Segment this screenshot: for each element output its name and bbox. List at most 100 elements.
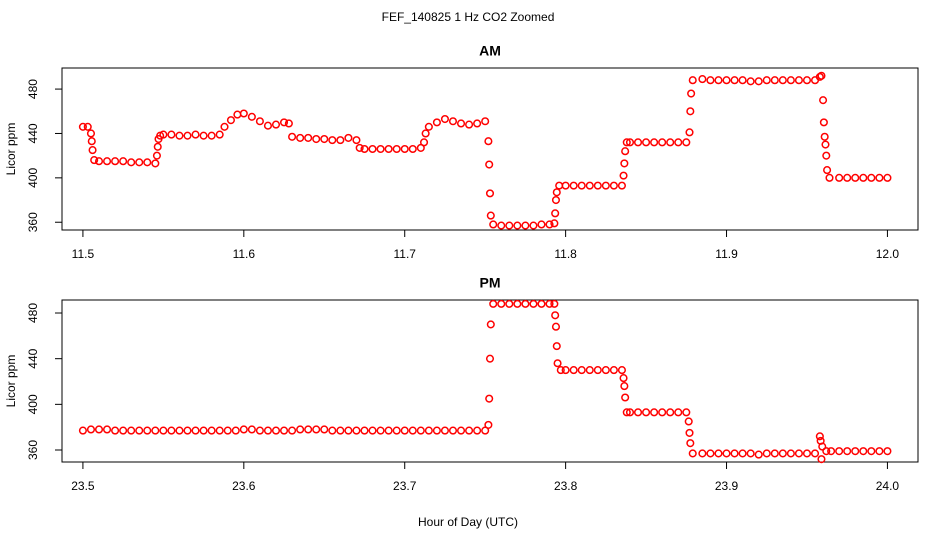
data-point bbox=[621, 393, 630, 402]
y-tick-label: 480 bbox=[26, 79, 40, 99]
data-point bbox=[191, 426, 200, 435]
data-point bbox=[336, 426, 345, 435]
data-point bbox=[822, 151, 831, 160]
data-point bbox=[239, 425, 248, 434]
data-point bbox=[577, 366, 586, 375]
data-point bbox=[376, 144, 385, 154]
data-point bbox=[778, 76, 787, 85]
data-point bbox=[465, 120, 474, 129]
x-tick-label: 11.5 bbox=[72, 247, 95, 261]
data-point bbox=[835, 447, 844, 456]
data-point bbox=[550, 299, 559, 308]
data-point bbox=[505, 299, 514, 308]
data-point bbox=[706, 76, 715, 85]
data-point bbox=[682, 408, 691, 417]
data-point bbox=[551, 311, 560, 320]
data-point bbox=[473, 119, 482, 128]
data-point bbox=[304, 133, 313, 142]
data-point bbox=[778, 449, 787, 458]
data-point bbox=[642, 138, 651, 147]
data-point bbox=[674, 138, 683, 147]
data-point bbox=[352, 136, 361, 145]
y-tick-label: 480 bbox=[26, 303, 40, 323]
data-point bbox=[622, 408, 631, 417]
data-point bbox=[561, 181, 570, 190]
y-tick-label: 440 bbox=[26, 348, 40, 368]
data-point bbox=[352, 426, 361, 435]
data-point bbox=[621, 147, 630, 156]
data-point bbox=[738, 449, 747, 458]
data-point bbox=[485, 160, 494, 169]
data-point bbox=[770, 76, 779, 85]
data-point bbox=[770, 449, 779, 458]
data-point bbox=[448, 426, 458, 435]
data-point bbox=[153, 142, 162, 151]
data-point bbox=[556, 366, 565, 375]
x-tick-label: 11.8 bbox=[554, 247, 577, 261]
data-point bbox=[151, 159, 160, 168]
data-point bbox=[815, 432, 824, 441]
data-point bbox=[486, 211, 495, 220]
data-point bbox=[312, 425, 321, 434]
data-point bbox=[135, 426, 144, 435]
data-point bbox=[465, 426, 474, 435]
data-point bbox=[119, 426, 128, 435]
data-point bbox=[625, 138, 635, 147]
data-point bbox=[505, 221, 514, 230]
data-point bbox=[820, 132, 829, 141]
data-point bbox=[368, 426, 377, 435]
data-point bbox=[686, 107, 695, 116]
data-point bbox=[175, 426, 184, 435]
data-point bbox=[633, 408, 643, 417]
data-point bbox=[111, 157, 120, 166]
data-point bbox=[730, 449, 739, 458]
data-point bbox=[619, 171, 628, 180]
data-point bbox=[400, 144, 409, 154]
data-point bbox=[555, 181, 564, 190]
data-point bbox=[400, 426, 409, 435]
figure-title: FEF_140825 1 Hz CO2 Zoomed bbox=[382, 10, 555, 24]
data-point bbox=[620, 382, 629, 391]
data-point bbox=[94, 157, 104, 166]
data-point bbox=[473, 426, 482, 435]
data-point bbox=[191, 130, 200, 139]
data-point bbox=[601, 181, 610, 190]
data-point bbox=[821, 140, 830, 149]
data-point bbox=[706, 449, 715, 458]
data-point bbox=[199, 131, 208, 140]
data-point bbox=[794, 76, 803, 85]
data-point bbox=[843, 447, 852, 456]
data-point bbox=[90, 156, 99, 165]
data-point bbox=[320, 425, 329, 434]
data-point bbox=[127, 426, 136, 435]
data-point bbox=[521, 221, 530, 230]
y-axis-label: Licor ppm bbox=[4, 123, 18, 176]
data-point bbox=[550, 219, 559, 228]
data-point bbox=[416, 426, 425, 435]
data-point bbox=[802, 449, 812, 458]
data-point bbox=[215, 426, 224, 435]
data-point bbox=[658, 408, 667, 417]
x-tick-label: 11.6 bbox=[233, 247, 256, 261]
panel-title: PM bbox=[480, 275, 501, 291]
data-point bbox=[432, 426, 441, 435]
data-point bbox=[835, 173, 844, 182]
data-point bbox=[666, 408, 675, 417]
data-point bbox=[489, 299, 498, 308]
data-point bbox=[135, 158, 144, 167]
data-point bbox=[78, 122, 87, 131]
data-point bbox=[843, 173, 852, 182]
data-point bbox=[440, 114, 449, 124]
data-point bbox=[448, 117, 458, 126]
data-point bbox=[497, 299, 506, 308]
data-point bbox=[817, 71, 826, 80]
data-point bbox=[825, 173, 834, 182]
data-point bbox=[714, 76, 723, 85]
data-point bbox=[754, 450, 763, 459]
data-point bbox=[722, 449, 731, 458]
data-point bbox=[827, 447, 836, 456]
data-point bbox=[577, 181, 586, 190]
data-point bbox=[553, 359, 562, 368]
data-point bbox=[666, 138, 675, 147]
data-point bbox=[255, 117, 264, 126]
